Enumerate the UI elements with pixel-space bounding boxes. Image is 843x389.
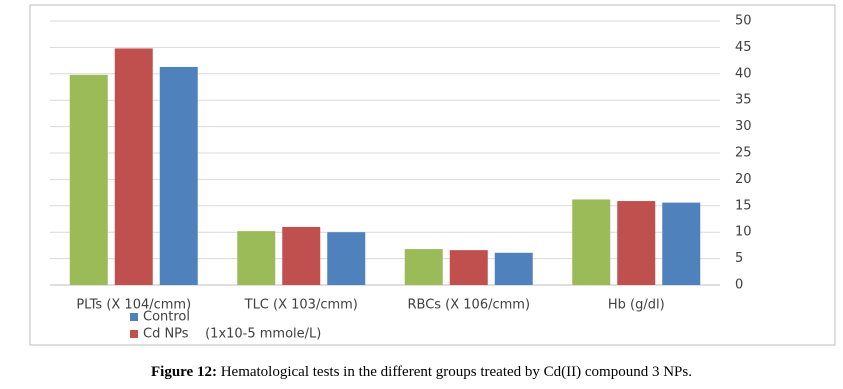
- caption: Figure 12: Hematological tests in the di…: [0, 364, 843, 381]
- bar: [617, 201, 656, 285]
- bar: [69, 74, 108, 285]
- legend-label: Control: [143, 310, 190, 325]
- y-tick-label: 5: [735, 251, 743, 266]
- x-tick-label: RBCs (X 106/cmm): [407, 298, 530, 313]
- y-tick-label: 45: [735, 40, 752, 55]
- x-tick-label: PLTs (X 104/cmm): [76, 298, 191, 313]
- bar: [404, 249, 443, 285]
- legend-swatch: [130, 313, 138, 321]
- caption-label: Figure 12:: [150, 364, 217, 380]
- x-tick-label: TLC (X 103/cmm): [244, 298, 358, 313]
- y-tick-label: 15: [735, 198, 752, 213]
- bar: [114, 48, 153, 286]
- y-tick-label: 25: [735, 146, 752, 161]
- bar: [494, 252, 533, 285]
- bar: [282, 226, 321, 285]
- bar: [449, 250, 488, 285]
- y-tick-label: 0: [735, 278, 743, 293]
- caption-text: Hematological tests in the different gro…: [216, 364, 692, 380]
- bar: [327, 232, 366, 285]
- y-tick-label: 10: [735, 225, 752, 240]
- x-tick-label: Hb (g/dl): [608, 298, 665, 313]
- y-tick-label: 20: [735, 172, 752, 187]
- bar: [662, 202, 701, 285]
- chart: 0 5 10 15 20 25 30 35 40 45 50 PLTs (X 104/cmm) TLC …: [29, 4, 836, 346]
- y-tick-label: 50: [735, 14, 752, 29]
- bar: [159, 66, 198, 285]
- y-tick-label: 30: [735, 119, 752, 134]
- y-tick-label: 40: [735, 66, 752, 81]
- bar: [237, 231, 276, 285]
- y-tick-label: 35: [735, 93, 752, 108]
- legend-swatch: [130, 330, 138, 338]
- legend-label: Cd NPs (1x10-5 mmole/L): [143, 327, 321, 342]
- bar: [572, 199, 611, 285]
